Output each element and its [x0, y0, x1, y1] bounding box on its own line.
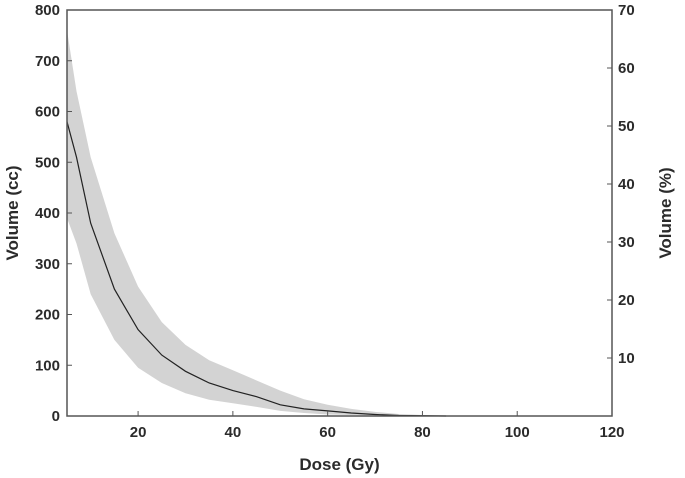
y2-tick-label: 40 [618, 176, 635, 193]
y2-tick-label: 60 [618, 60, 635, 77]
y-tick-label: 800 [35, 2, 60, 19]
y-tick-label: 700 [35, 53, 60, 70]
y-tick-label: 500 [35, 154, 60, 171]
y-tick-label: 600 [35, 104, 60, 121]
y-tick-label: 0 [52, 408, 60, 425]
y2-axis-title: Volume (%) [656, 167, 675, 258]
y-axis-title: Volume (cc) [3, 165, 22, 260]
x-tick-label: 60 [319, 424, 336, 441]
x-tick-label: 40 [225, 424, 242, 441]
y-tick-label: 400 [35, 205, 60, 222]
y2-tick-label: 70 [618, 2, 635, 19]
x-tick-label: 20 [130, 424, 147, 441]
y-tick-label: 100 [35, 357, 60, 374]
mean-dvh-line [66, 121, 447, 417]
x-axis-title: Dose (Gy) [299, 455, 379, 474]
y-tick-label: 200 [35, 307, 60, 324]
x-tick-label: 80 [414, 424, 431, 441]
y2-tick-label: 20 [618, 292, 635, 309]
x-tick-label: 100 [505, 424, 530, 441]
tick-layer: 20 40 60 80 100 120 0 100 200 300 400 500 600 700 800 1… [35, 2, 635, 441]
x-tick-label: 120 [599, 424, 624, 441]
band-layer [67, 30, 447, 417]
y2-tick-label: 10 [618, 350, 635, 367]
line-layer [66, 121, 447, 417]
y-tick-label: 300 [35, 256, 60, 273]
y2-tick-label: 50 [618, 118, 635, 135]
confidence-band [67, 30, 447, 417]
y2-tick-label: 30 [618, 234, 635, 251]
